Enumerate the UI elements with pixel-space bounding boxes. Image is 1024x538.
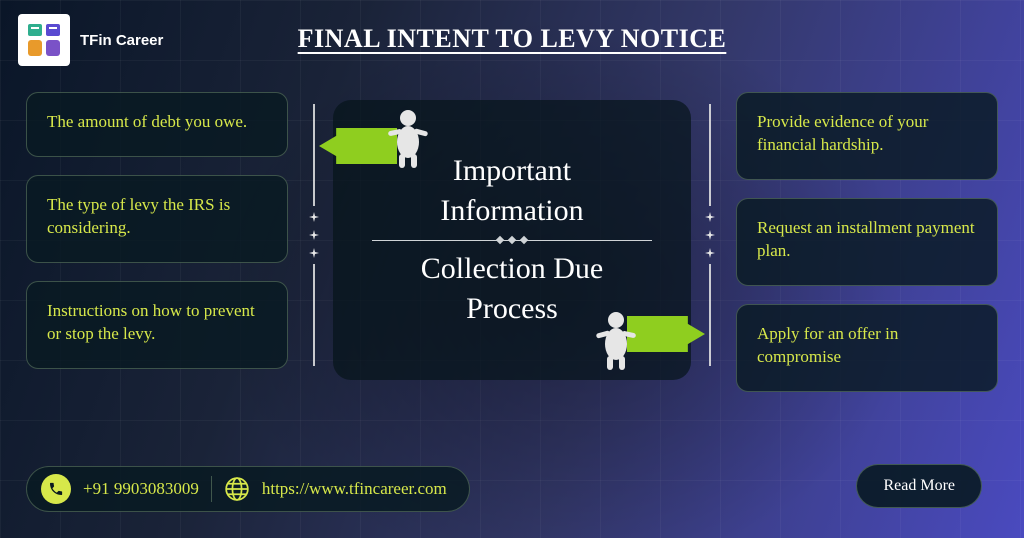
read-more-button[interactable]: Read More (856, 464, 982, 508)
contact-footer: +91 9903083009 https://www.tfincareer.co… (26, 466, 470, 512)
phone-icon (41, 474, 71, 504)
sparkle-icon (705, 248, 715, 258)
center-bot-line2: Process (466, 292, 558, 325)
sparkle-icon (309, 212, 319, 222)
sparkle-icon (309, 230, 319, 240)
center-top-heading: Important Information (333, 151, 691, 232)
contact-pill: +91 9903083009 https://www.tfincareer.co… (26, 466, 470, 512)
info-card: The amount of debt you owe. (26, 92, 288, 157)
info-card: Provide evidence of your financial hards… (736, 92, 998, 180)
center-panel: Important Information Collection Due Proce… (333, 100, 691, 380)
left-column: The amount of debt you owe. The type of … (26, 92, 288, 369)
center-top-line2: Information (440, 194, 583, 227)
figure-right-icon (593, 310, 639, 372)
sparkle-icon (705, 230, 715, 240)
contact-url: https://www.tfincareer.com (262, 479, 447, 499)
sparkle-icon (309, 248, 319, 258)
right-column: Provide evidence of your financial hards… (736, 92, 998, 392)
center-bot-line1: Collection Due (421, 252, 603, 285)
separator (211, 476, 212, 502)
info-card: Instructions on how to prevent or stop t… (26, 281, 288, 369)
center-divider (372, 240, 652, 241)
sparkle-icon (705, 212, 715, 222)
contact-phone: +91 9903083009 (83, 479, 199, 499)
infographic-page: TFin Career FINAL INTENT TO LEVY NOTICE … (0, 0, 1024, 538)
globe-icon (224, 476, 250, 502)
page-title: FINAL INTENT TO LEVY NOTICE (0, 24, 1024, 54)
info-card: Apply for an offer in compromise (736, 304, 998, 392)
read-more-label: Read More (883, 477, 955, 495)
info-card: Request an installment payment plan. (736, 198, 998, 286)
center-top-line1: Important (453, 154, 571, 187)
info-card: The type of levy the IRS is considering. (26, 175, 288, 263)
